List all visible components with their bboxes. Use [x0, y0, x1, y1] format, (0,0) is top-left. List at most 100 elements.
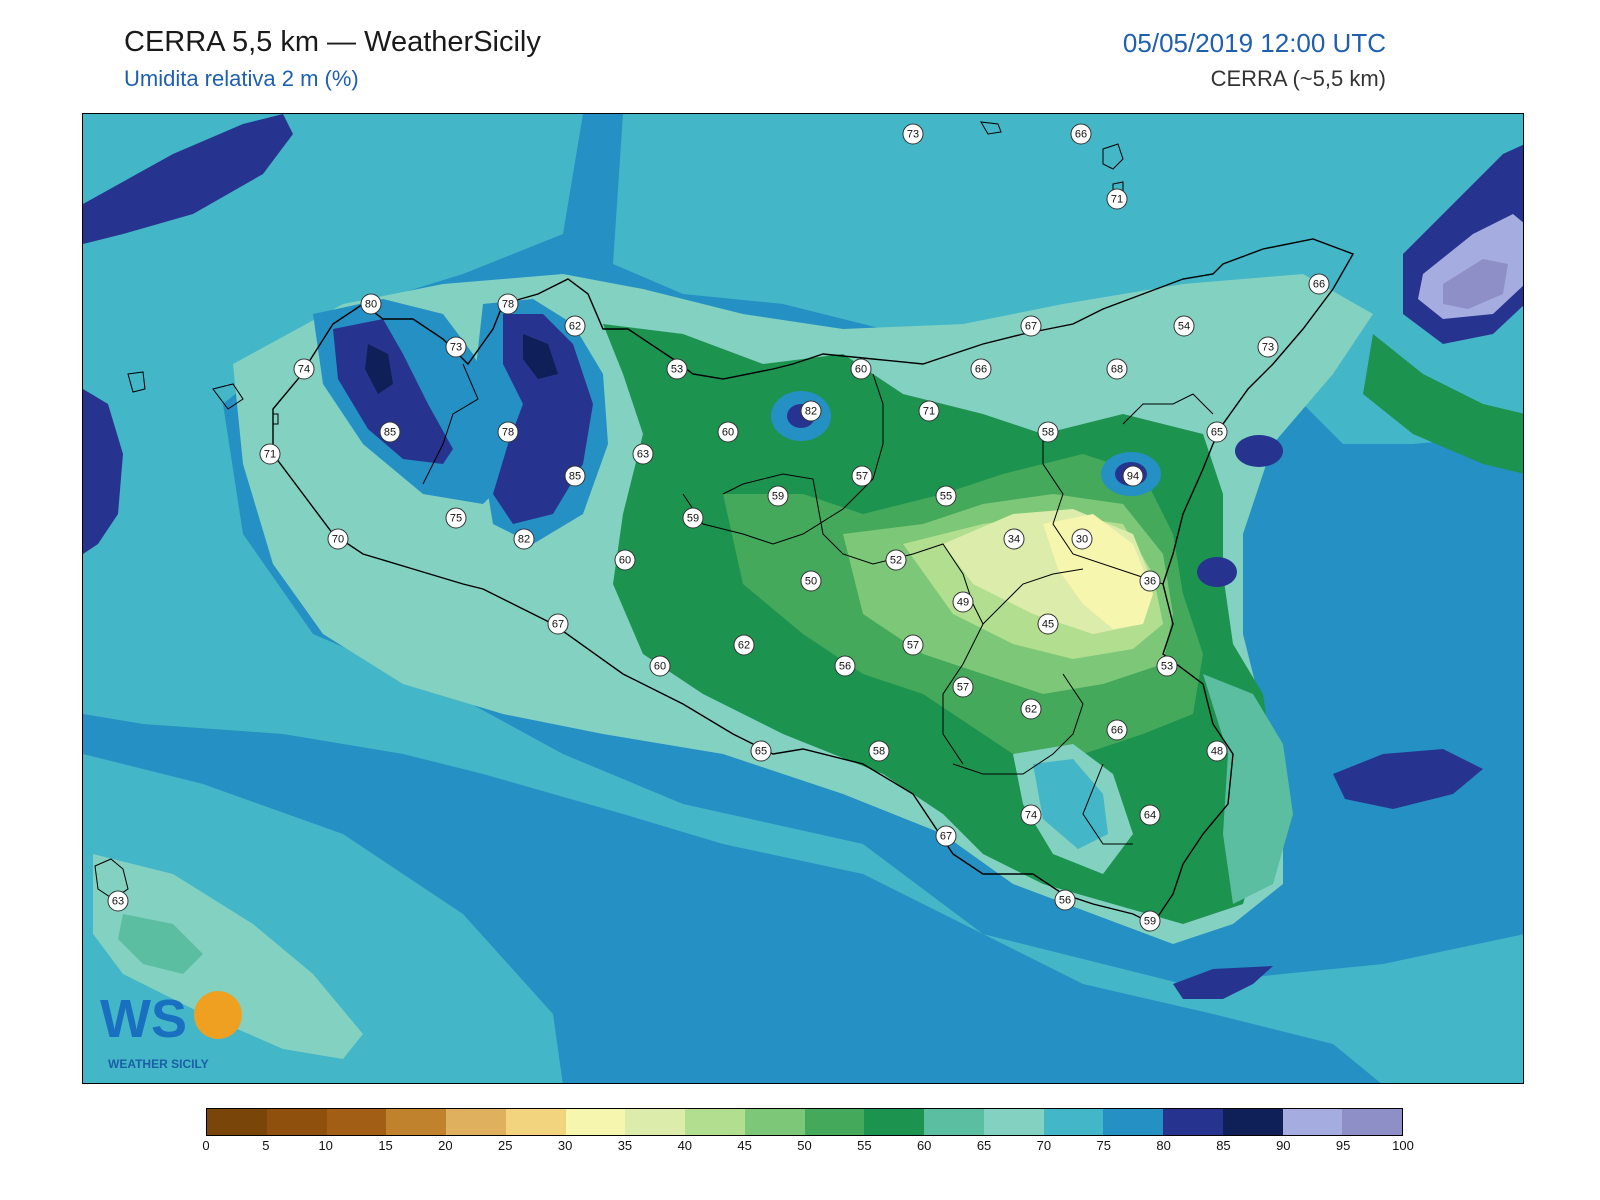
station-value-label: 66 [970, 358, 992, 380]
admin-border-7 [1122, 393, 1214, 425]
colorbar-swatch [266, 1109, 327, 1135]
humidity-zone-90-palermo [523, 334, 558, 379]
station-value-label: 62 [564, 315, 586, 337]
svg-text:66: 66 [1111, 725, 1123, 737]
humidity-map[interactable]: 73 66 71 80 78 62 73 74 85 78 71 85 75 82 70 53 60 82 60 63… [82, 113, 1524, 1084]
station-value-label: 82 [513, 528, 535, 550]
station-value-label: 85 [564, 465, 586, 487]
svg-text:65: 65 [1211, 427, 1223, 439]
station-value-label: 60 [649, 655, 671, 677]
station-value-label: 36 [1139, 570, 1161, 592]
station-value-label: 30 [1071, 528, 1093, 550]
admin-border-6 [1042, 424, 1164, 585]
colorbar-tick-label: 25 [498, 1138, 513, 1153]
svg-text:67: 67 [552, 619, 564, 631]
humidity-zone-85-w [83, 389, 123, 554]
svg-text:59: 59 [1144, 916, 1156, 928]
humidity-zone-75-south [1033, 759, 1108, 849]
station-value-label: 55 [935, 485, 957, 507]
svg-text:82: 82 [518, 534, 530, 546]
station-value-label: 60 [850, 358, 872, 380]
svg-text:53: 53 [671, 364, 683, 376]
station-value-label: 63 [107, 890, 129, 912]
station-value-label: 82 [800, 400, 822, 422]
humidity-spot-ionian-1 [1235, 435, 1283, 467]
humidity-zone-85-trapani [333, 319, 453, 464]
svg-text:74: 74 [298, 364, 310, 376]
admin-border-5 [952, 673, 1084, 775]
station-value-label: 48 [1206, 740, 1228, 762]
map-title: CERRA 5,5 km — WeatherSicily [124, 26, 541, 58]
station-value-label: 58 [1037, 421, 1059, 443]
svg-text:54: 54 [1178, 321, 1190, 333]
colorbar-tick-label: 85 [1216, 1138, 1231, 1153]
svg-text:78: 78 [502, 299, 514, 311]
colorbar-legend: 0 5 10 15 20 25 30 35 40 45 50 55 60 65 70 75 80 85 90 95 10… [202, 1108, 1414, 1153]
colorbar-swatch [864, 1109, 924, 1135]
svg-text:34: 34 [1008, 534, 1020, 546]
colorbar-swatch [207, 1109, 267, 1135]
svg-text:58: 58 [873, 746, 885, 758]
svg-text:62: 62 [1025, 704, 1037, 716]
svg-text:60: 60 [654, 661, 666, 673]
station-value-label: 34 [1003, 528, 1025, 550]
humidity-zone-85-ionian-s [1333, 749, 1483, 809]
station-value-label: 67 [935, 825, 957, 847]
station-value-label: 54 [1173, 315, 1195, 337]
station-value-label: 65 [1206, 421, 1228, 443]
svg-text:59: 59 [687, 513, 699, 525]
svg-text:55: 55 [940, 491, 952, 503]
colorbar [206, 1108, 1403, 1136]
svg-text:80: 80 [365, 299, 377, 311]
station-value-label: 59 [767, 485, 789, 507]
station-value-label: 58 [868, 740, 890, 762]
svg-text:30: 30 [1076, 534, 1088, 546]
humidity-zone-65-east [1203, 674, 1293, 904]
colorbar-tick-label: 30 [557, 1138, 573, 1153]
colorbar-swatch [386, 1109, 446, 1135]
station-value-label: 53 [666, 358, 688, 380]
station-value-label: 57 [851, 465, 873, 487]
station-value-label: 65 [750, 740, 772, 762]
station-value-label: 74 [293, 358, 315, 380]
station-value-label: 45 [1037, 613, 1059, 635]
station-value-label: 80 [360, 293, 382, 315]
colorbar-swatch [685, 1109, 745, 1135]
station-value-label: 70 [327, 528, 349, 550]
colorbar-swatch [565, 1109, 626, 1135]
admin-border-2 [682, 373, 884, 545]
station-value-label: 52 [885, 549, 907, 571]
station-value-label: 94 [1122, 465, 1144, 487]
colorbar-swatch [1043, 1109, 1104, 1135]
station-value-label: 74 [1020, 804, 1042, 826]
station-value-label: 59 [1139, 910, 1161, 932]
humidity-zone-75 [83, 114, 1523, 1083]
colorbar-swatch [505, 1109, 566, 1135]
svg-text:82: 82 [805, 406, 817, 418]
colorbar-tick-label: 60 [916, 1138, 932, 1153]
map-canvas: 73 66 71 80 78 62 73 74 85 78 71 85 75 82 70 53 60 82 60 63… [83, 114, 1523, 1083]
svg-text:74: 74 [1025, 810, 1037, 822]
colorbar-tick-label: 40 [677, 1138, 693, 1153]
station-value-label: 73 [445, 336, 467, 358]
colorbar-tick-label: 65 [976, 1138, 992, 1153]
svg-text:48: 48 [1211, 746, 1223, 758]
logo-mark: WS [100, 989, 187, 1049]
colorbar-swatch [326, 1109, 387, 1135]
colorbar-tick-label: 20 [438, 1138, 453, 1153]
station-value-label: 60 [717, 421, 739, 443]
colorbar-swatch [924, 1109, 984, 1135]
svg-text:56: 56 [1059, 895, 1071, 907]
station-value-label: 78 [497, 293, 519, 315]
svg-text:71: 71 [923, 406, 935, 418]
station-value-label: 62 [733, 634, 755, 656]
svg-text:59: 59 [772, 491, 784, 503]
station-value-label: 67 [1020, 315, 1042, 337]
svg-text:85: 85 [384, 427, 396, 439]
svg-text:58: 58 [1042, 427, 1054, 439]
admin-border-3 [722, 473, 1084, 625]
svg-text:73: 73 [450, 342, 462, 354]
egadi-islands [127, 371, 279, 425]
colorbar-swatch [1103, 1109, 1163, 1135]
colorbar-tick-label: 95 [1335, 1138, 1351, 1153]
